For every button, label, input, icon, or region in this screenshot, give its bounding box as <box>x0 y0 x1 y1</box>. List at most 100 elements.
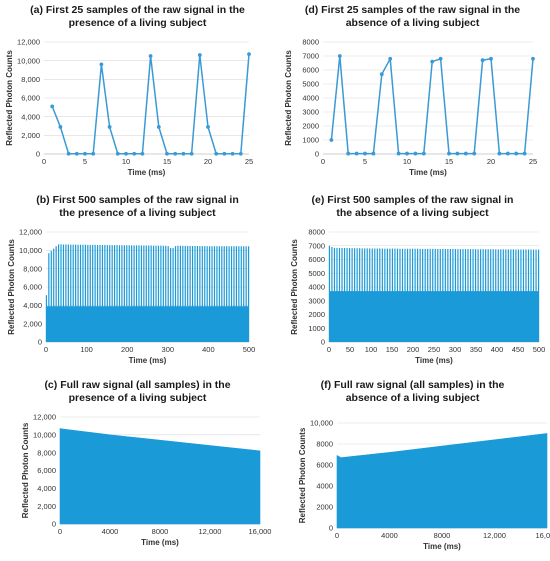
data-point-a-9 <box>115 151 120 156</box>
data-point-a-3 <box>66 151 71 156</box>
chart-title-a-line-1: (a) First 25 samples of the raw signal i… <box>30 4 245 16</box>
x-tick-label-d-3: 15 <box>445 157 453 166</box>
data-point-d-23 <box>514 151 519 156</box>
chart-title-a: (a) First 25 samples of the raw signal i… <box>0 4 275 30</box>
data-point-a-8 <box>107 125 112 129</box>
chart-title-c-line-2: presence of a living subject <box>68 392 207 404</box>
x-tick-label-a-2: 10 <box>122 157 130 166</box>
y-axis-label-a: Reflected Photon Counts <box>5 50 14 146</box>
signal-band-b <box>46 306 249 342</box>
data-point-a-17 <box>181 151 186 156</box>
x-tick-label-c-1: 4000 <box>102 527 119 536</box>
y-tick-label-e-0: 0 <box>321 338 325 347</box>
y-tick-label-f-0: 0 <box>329 524 333 533</box>
y-tick-label-b-2: 4,000 <box>23 301 42 310</box>
y-tick-label-f-5: 10,000 <box>310 419 333 428</box>
x-tick-label-f-3: 12,000 <box>483 531 506 540</box>
y-tick-label-e-8: 8000 <box>308 228 325 237</box>
data-point-d-15 <box>447 151 451 156</box>
x-tick-label-e-8: 400 <box>491 345 504 354</box>
chart-svg-d: 0 1000 2000 3000 4000 5000 6000 7000 8000 0 5 10 15 2… <box>284 38 537 177</box>
y-tick-label-c-6: 12,000 <box>33 413 56 422</box>
chart-svg-f: 0 2000 4000 6000 8000 10,000 0 4000 8000 12,000 16… <box>298 419 550 551</box>
y-tick-label-e-4: 4000 <box>308 283 325 292</box>
data-point-a-7 <box>99 62 104 67</box>
data-point-a-10 <box>124 151 128 156</box>
chart-title-e-line-2: the absence of a living subject <box>336 207 489 219</box>
chart-title-d-line-1: (d) First 25 samples of the raw signal i… <box>304 4 521 16</box>
data-point-a-15 <box>165 151 169 156</box>
x-axis-label-e: Time (ms) <box>415 356 453 365</box>
x-tick-label-a-3: 15 <box>163 157 171 166</box>
x-tick-label-e-7: 350 <box>470 345 483 354</box>
chart-title-c: (c) Full raw signal (all samples) in the… <box>0 379 275 405</box>
data-point-a-18 <box>189 151 194 156</box>
y-tick-label-a-1: 2,000 <box>21 131 40 140</box>
x-tick-label-b-5: 500 <box>243 345 256 354</box>
y-tick-label-e-3: 3000 <box>308 296 325 305</box>
signal-spikes-e <box>328 245 540 342</box>
y-tick-label-d-0: 0 <box>315 150 319 159</box>
data-point-d-10 <box>405 151 409 156</box>
x-tick-label-e-1: 50 <box>346 345 354 354</box>
y-axis-label-e: Reflected Photon Counts <box>290 239 299 335</box>
y-tick-label-b-0: 0 <box>38 338 42 347</box>
x-tick-label-a-0: 0 <box>42 157 46 166</box>
data-point-a-4 <box>74 151 79 156</box>
chart-title-f-line-1: (f) Full raw signal (all samples) in the <box>320 379 505 391</box>
x-tick-label-e-10: 500 <box>533 345 546 354</box>
data-point-a-6 <box>91 151 96 156</box>
data-point-d-11 <box>413 151 418 156</box>
y-tick-label-a-4: 8,000 <box>21 75 40 84</box>
x-tick-label-d-4: 20 <box>487 157 495 166</box>
y-tick-label-b-3: 6,000 <box>23 283 42 292</box>
data-point-d-8 <box>388 56 393 61</box>
y-tick-label-a-3: 6,000 <box>21 94 40 103</box>
x-tick-label-e-2: 100 <box>365 345 378 354</box>
y-tick-label-f-4: 8000 <box>316 440 333 449</box>
x-tick-label-e-4: 200 <box>407 345 420 354</box>
x-tick-label-c-3: 12,000 <box>199 527 222 536</box>
data-point-d-14 <box>438 56 443 61</box>
chart-panel-b: (b) First 500 samples of the raw signal … <box>0 192 275 372</box>
x-tick-label-f-0: 0 <box>335 531 339 540</box>
chart-title-b-line-1: (b) First 500 samples of the raw signal … <box>36 194 239 206</box>
y-tick-label-d-4: 4000 <box>302 94 319 103</box>
chart-title-f: (f) Full raw signal (all samples) in the… <box>275 379 550 405</box>
data-point-a-2 <box>58 125 63 129</box>
y-tick-label-d-5: 5000 <box>302 80 319 89</box>
y-tick-label-e-1: 1000 <box>308 324 325 333</box>
chart-panel-d: (d) First 25 samples of the raw signal i… <box>275 0 550 185</box>
data-point-d-18 <box>472 151 477 156</box>
y-tick-label-b-5: 10,000 <box>19 246 42 255</box>
data-point-d-5 <box>363 151 367 156</box>
y-axis-label-c: Reflected Photon Counts <box>21 422 30 518</box>
chart-title-e: (e) First 500 samples of the raw signal … <box>275 194 550 220</box>
data-point-d-6 <box>371 151 376 156</box>
x-tick-label-b-4: 400 <box>202 345 215 354</box>
x-tick-label-d-0: 0 <box>321 157 325 166</box>
x-tick-label-b-1: 100 <box>80 345 93 354</box>
y-tick-label-a-2: 4,000 <box>21 112 40 121</box>
data-point-a-5 <box>83 151 87 156</box>
data-point-a-24 <box>238 151 243 156</box>
y-tick-label-b-6: 12,000 <box>19 228 42 237</box>
chart-title-d: (d) First 25 samples of the raw signal i… <box>275 4 550 30</box>
x-tick-label-b-2: 200 <box>121 345 134 354</box>
x-tick-label-c-2: 8000 <box>152 527 169 536</box>
y-tick-label-a-0: 0 <box>36 150 40 159</box>
y-tick-label-d-6: 6000 <box>302 66 319 75</box>
x-tick-label-f-4: 16,000 <box>536 531 550 540</box>
data-point-a-19 <box>197 53 202 57</box>
data-point-d-12 <box>421 151 426 156</box>
data-point-d-24 <box>522 151 527 156</box>
x-tick-label-f-1: 4000 <box>381 531 398 540</box>
x-axis-label-d: Time (ms) <box>409 168 447 177</box>
y-tick-label-d-3: 3000 <box>302 108 319 117</box>
x-tick-label-b-0: 0 <box>44 345 48 354</box>
data-point-a-1 <box>50 104 55 109</box>
chart-panel-a: (a) First 25 samples of the raw signal i… <box>0 0 275 185</box>
data-point-d-16 <box>455 151 460 156</box>
chart-title-c-line-1: (c) Full raw signal (all samples) in the <box>44 379 231 391</box>
data-point-d-3 <box>346 151 351 156</box>
